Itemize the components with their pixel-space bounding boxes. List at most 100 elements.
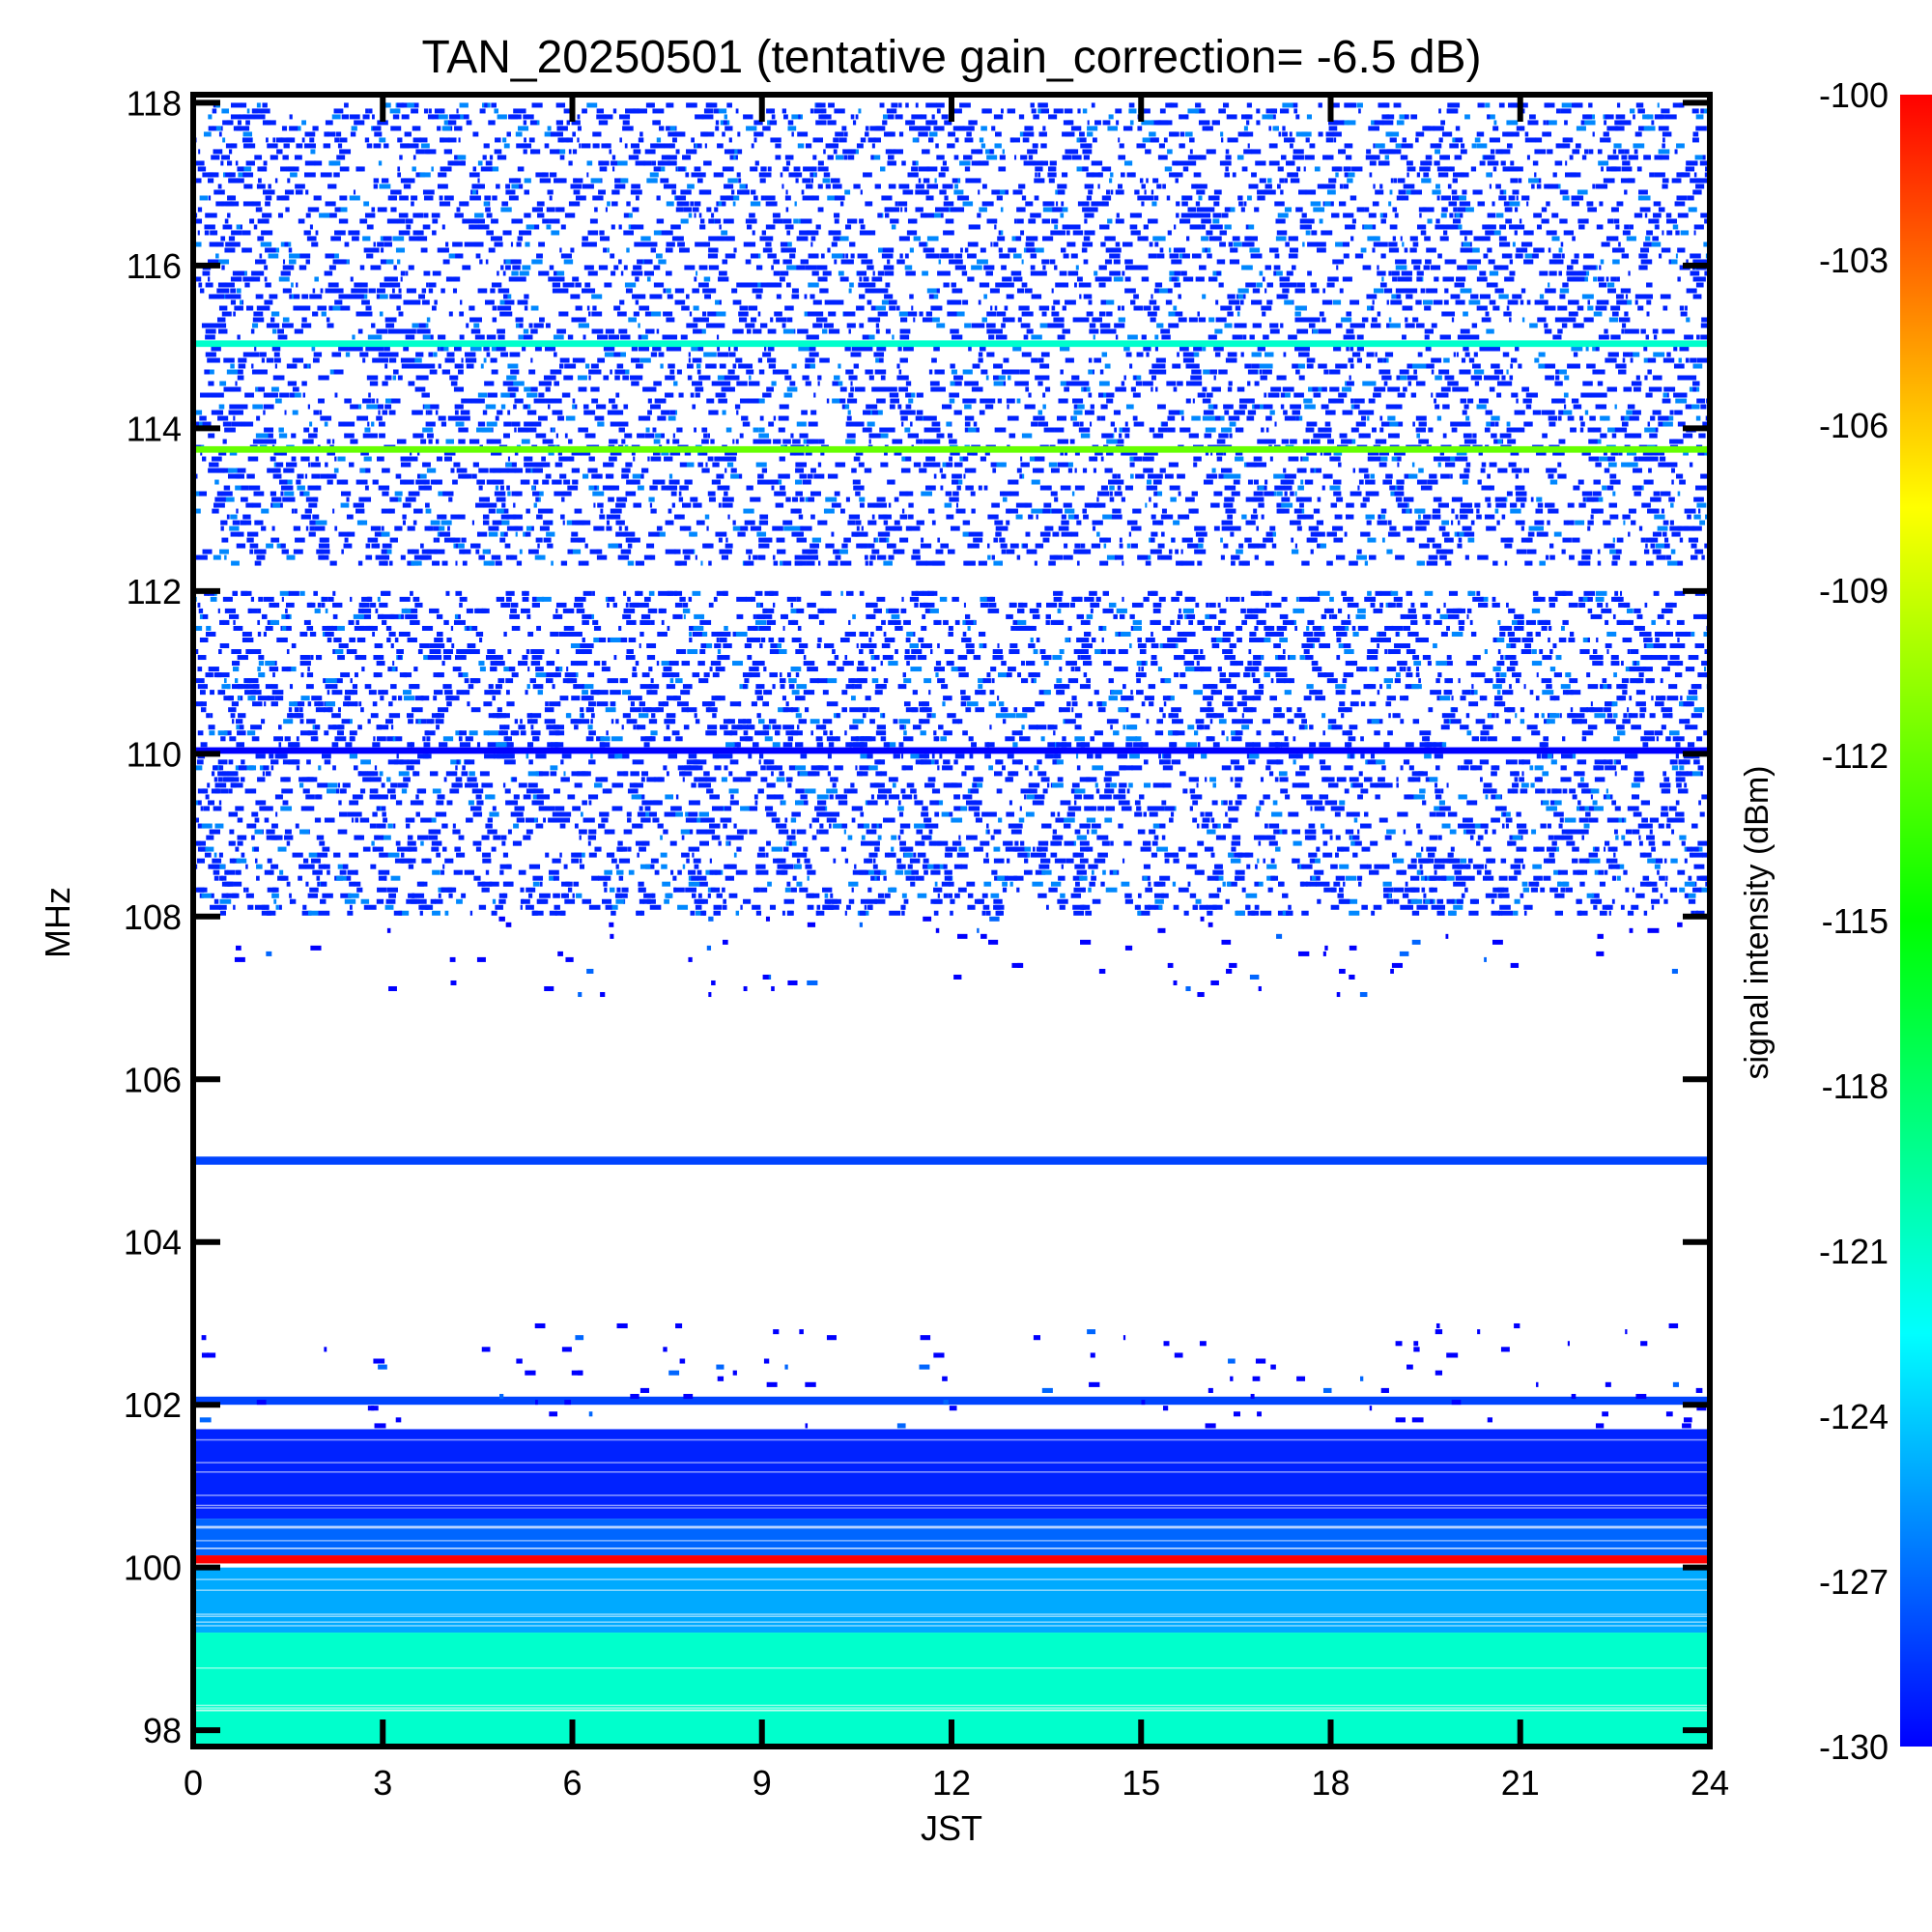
- signal-speck: [1621, 678, 1630, 684]
- signal-speck: [1152, 782, 1165, 788]
- signal-speck: [1281, 742, 1290, 748]
- signal-speck: [313, 590, 318, 596]
- signal-speck: [731, 724, 743, 730]
- signal-speck: [600, 736, 611, 742]
- signal-speck: [488, 684, 494, 690]
- signal-speck: [1179, 608, 1181, 613]
- signal-speck: [505, 690, 510, 696]
- signal-speck: [1585, 811, 1591, 817]
- signal-speck: [1024, 765, 1029, 771]
- signal-speck: [242, 631, 252, 637]
- signal-speck: [1588, 852, 1599, 858]
- signal-speck: [1435, 1322, 1440, 1329]
- signal-speck: [1654, 730, 1663, 736]
- signal-speck: [742, 672, 752, 678]
- signal-speck: [1367, 649, 1378, 655]
- signal-speck: [1202, 696, 1214, 701]
- signal-speck: [752, 904, 761, 910]
- signal-speck: [646, 898, 656, 904]
- signal-speck: [1276, 625, 1288, 631]
- signal-speck: [682, 777, 685, 782]
- signal-speck: [554, 806, 565, 811]
- signal-speck: [466, 608, 473, 613]
- signal-speck: [1514, 625, 1524, 631]
- signal-speck: [479, 771, 490, 777]
- signal-speck: [740, 904, 743, 910]
- signal-speck: [1418, 858, 1429, 864]
- signal-speck: [1535, 631, 1541, 637]
- signal-speck: [1375, 590, 1381, 596]
- signal-speck: [1472, 765, 1483, 771]
- signal-speck: [1474, 672, 1486, 678]
- signal-speck: [1041, 823, 1052, 829]
- signal-speck: [868, 904, 873, 910]
- signal-speck: [1553, 835, 1564, 840]
- signal-speck: [1497, 893, 1502, 898]
- signal-speck: [1133, 742, 1144, 748]
- signal-speck: [430, 898, 437, 904]
- signal-speck: [1469, 619, 1473, 625]
- signal-speck: [627, 817, 632, 823]
- signal-speck: [1672, 736, 1678, 742]
- band-line: [193, 1504, 1710, 1507]
- signal-speck: [1305, 655, 1314, 661]
- signal-speck: [1117, 753, 1128, 759]
- signal-speck: [1326, 678, 1338, 684]
- signal-speck: [903, 730, 907, 736]
- signal-speck: [1427, 852, 1435, 858]
- band-fill: [193, 1396, 1710, 1406]
- signal-speck: [504, 724, 510, 730]
- signal-speck: [254, 829, 263, 835]
- signal-speck: [596, 690, 609, 696]
- signal-speck: [528, 893, 533, 898]
- signal-speck: [649, 684, 660, 690]
- signal-speck: [1053, 753, 1058, 759]
- signal-speck: [844, 655, 848, 661]
- signal-speck: [1139, 649, 1147, 655]
- signal-speck: [1008, 667, 1016, 672]
- signal-speck: [1658, 823, 1664, 829]
- signal-speck: [379, 823, 386, 829]
- signal-speck: [1373, 608, 1383, 613]
- signal-speck: [1470, 631, 1477, 637]
- signal-speck: [754, 619, 767, 625]
- signal-speck: [306, 672, 314, 678]
- signal-speck: [1196, 724, 1203, 730]
- signal-speck: [716, 1364, 724, 1370]
- signal-speck: [518, 869, 526, 875]
- signal-speck: [758, 753, 764, 759]
- signal-speck: [993, 771, 1003, 777]
- signal-speck: [1514, 1322, 1520, 1329]
- signal-speck: [393, 759, 404, 765]
- signal-speck: [1436, 608, 1440, 613]
- signal-speck: [1675, 753, 1679, 759]
- signal-speck: [213, 765, 218, 771]
- signal-speck: [874, 898, 886, 904]
- signal-speck: [1279, 829, 1285, 835]
- signal-speck: [1102, 608, 1114, 613]
- signal-speck: [1435, 765, 1440, 771]
- signal-speck: [1651, 619, 1656, 625]
- signal-speck: [1105, 794, 1112, 800]
- signal-speck: [1264, 667, 1276, 672]
- signal-speck: [1183, 631, 1196, 637]
- signal-speck: [1316, 881, 1319, 887]
- signal-speck: [473, 875, 481, 881]
- signal-speck: [264, 904, 270, 910]
- signal-speck: [1016, 887, 1020, 893]
- signal-speck: [980, 690, 986, 696]
- signal-speck: [412, 771, 416, 777]
- signal-speck: [1121, 806, 1132, 811]
- signal-speck: [1675, 777, 1686, 782]
- signal-speck: [1163, 1406, 1169, 1411]
- signal-speck: [1176, 590, 1183, 596]
- signal-speck: [380, 661, 385, 667]
- signal-speck: [706, 788, 714, 794]
- signal-speck: [1201, 823, 1209, 829]
- signal-speck: [1460, 696, 1466, 701]
- signal-speck: [871, 678, 879, 684]
- signal-speck: [798, 642, 809, 649]
- signal-speck: [949, 1406, 957, 1411]
- signal-speck: [1673, 817, 1685, 823]
- signal-speck: [611, 736, 623, 742]
